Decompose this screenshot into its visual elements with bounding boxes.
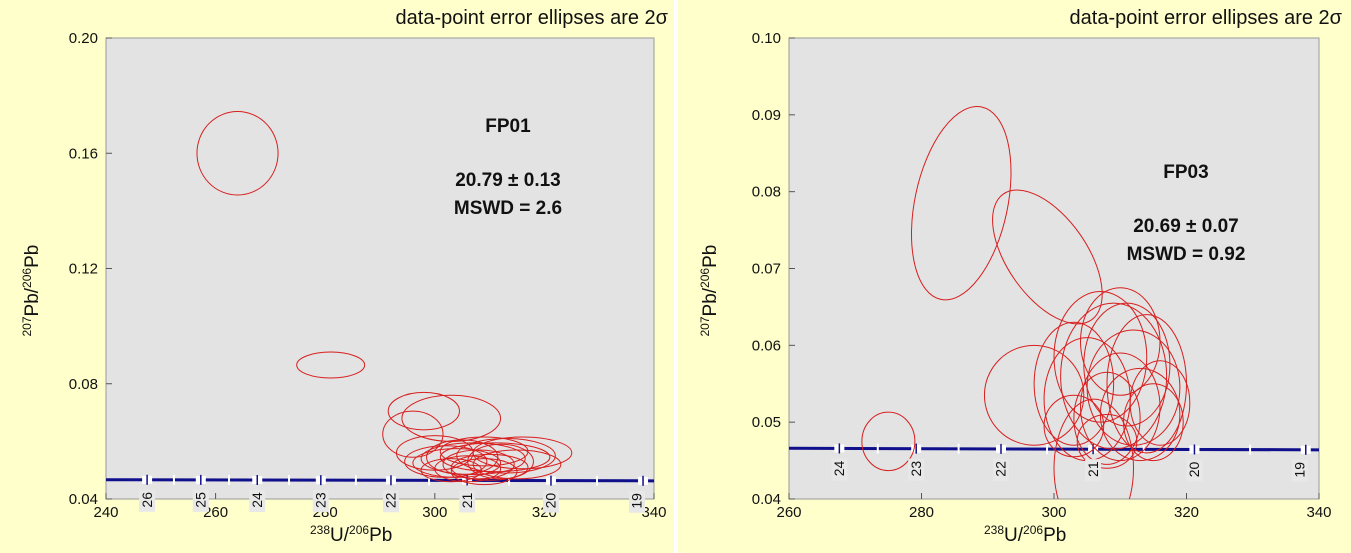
chart0-age-result: 20.79 ± 0.13 xyxy=(455,170,561,191)
chart0-x-tick-label: 340 xyxy=(641,504,666,521)
chart1-age-result: 20.69 ± 0.07 xyxy=(1133,216,1239,237)
chart-panel-fp01: data-point error ellipses are 2σ 0.04 0.08… xyxy=(0,0,674,553)
chart1-x-tick-label: 340 xyxy=(1306,504,1331,521)
chart1-mswd-result: MSWD = 0.92 xyxy=(1127,244,1246,265)
chart-fp03-svg: data-point error ellipses are 2σ0.040.05… xyxy=(678,0,1351,553)
chart-fp01-svg: data-point error ellipses are 2σ0.040.08… xyxy=(0,0,674,553)
chart1-y-tick-label: 0.08 xyxy=(752,184,781,201)
chart1-error-ellipse-note: data-point error ellipses are 2σ xyxy=(1070,7,1343,29)
chart1-concordia-age-label: 22 xyxy=(993,461,1009,477)
chart0-y-tick-label: 0.12 xyxy=(69,261,98,278)
chart1-x-tick-label: 280 xyxy=(909,504,934,521)
chart0-concordia-age-label: 25 xyxy=(193,492,209,508)
chart1-x-tick-label: 260 xyxy=(776,504,801,521)
chart1-concordia-age-label: 21 xyxy=(1085,461,1101,477)
chart0-concordia-age-label: 23 xyxy=(313,492,329,508)
chart1-x-tick-label: 300 xyxy=(1041,504,1066,521)
chart0-concordia-age-label: 19 xyxy=(629,493,645,509)
chart1-y-axis-label: 207Pb/206Pb xyxy=(698,245,721,337)
chart1-y-tick-label: 0.07 xyxy=(752,261,781,278)
chart1-y-tick-label: 0.10 xyxy=(752,30,781,47)
chart-panel-fp03: data-point error ellipses are 2σ 0.04 0.05… xyxy=(678,0,1351,553)
chart1-y-tick-label: 0.06 xyxy=(752,337,781,354)
chart1-y-tick-label: 0.09 xyxy=(752,107,781,124)
chart0-sample-title: FP01 xyxy=(485,116,531,137)
chart0-mswd-result: MSWD = 2.6 xyxy=(454,198,562,219)
chart0-y-tick-label: 0.16 xyxy=(69,145,98,162)
chart1-x-tick-label: 320 xyxy=(1174,504,1199,521)
chart0-error-ellipse-note: data-point error ellipses are 2σ xyxy=(396,7,669,29)
chart1-y-tick-label: 0.05 xyxy=(752,414,781,431)
chart1-x-axis-label: 238U/206Pb xyxy=(984,523,1066,546)
chart0-x-tick-label: 240 xyxy=(93,504,118,521)
chart0-plot-area xyxy=(106,38,654,499)
chart0-y-tick-label: 0.20 xyxy=(69,30,98,47)
chart1-concordia-age-label: 20 xyxy=(1186,461,1202,477)
chart1-plot-area xyxy=(789,38,1319,499)
chart0-y-axis-label: 207Pb/206Pb xyxy=(20,245,43,337)
chart0-concordia-age-label: 24 xyxy=(249,492,265,508)
chart1-sample-title: FP03 xyxy=(1163,162,1208,183)
chart1-concordia-age-label: 24 xyxy=(831,460,847,476)
chart0-y-tick-label: 0.08 xyxy=(69,376,98,393)
chart0-concordia-age-label: 26 xyxy=(139,492,155,508)
chart0-concordia-curve xyxy=(106,480,654,481)
chart0-concordia-age-label: 22 xyxy=(383,492,399,508)
chart1-concordia-age-label: 23 xyxy=(908,461,924,477)
chart1-concordia-age-label: 19 xyxy=(1291,462,1307,478)
chart0-concordia-age-label: 20 xyxy=(543,493,559,509)
chart0-x-tick-label: 300 xyxy=(422,504,447,521)
chart0-x-axis-label: 238U/206Pb xyxy=(310,523,392,546)
chart0-concordia-age-label: 21 xyxy=(459,492,475,508)
